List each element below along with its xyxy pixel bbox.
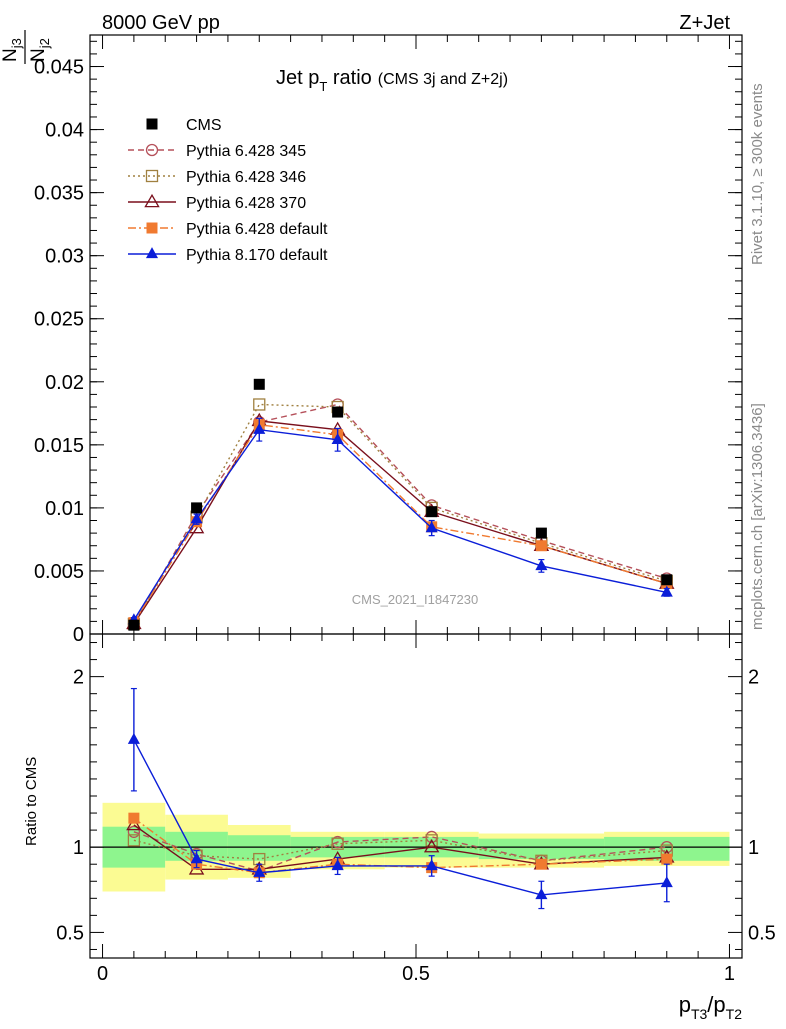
main-panel: 0 0.005 0.01 0.015 0.02 0.025 0.03 0.035 0.04 0.0… <box>34 34 743 646</box>
y-tick-label: 0.04 <box>45 120 84 142</box>
data-point <box>128 812 140 824</box>
data-point <box>253 865 266 877</box>
legend-label: Pythia 6.428 370 <box>186 195 306 212</box>
ratio-panel: 0.5 0.5 1 1 2 2 0 0.5 1 <box>56 633 776 985</box>
legend-entry-cms: CMS <box>146 117 222 134</box>
data-point <box>253 378 265 390</box>
legend-label: Pythia 6.428 default <box>186 221 328 238</box>
data-point <box>660 585 673 597</box>
data-point <box>535 858 547 870</box>
legend-label: Pythia 6.428 346 <box>186 169 306 186</box>
legend-entry-pythia-8-170-default: Pythia 8.170 default <box>128 247 328 264</box>
legend-label: Pythia 6.428 345 <box>186 143 306 160</box>
x-axis-label: pT3/pT2 <box>679 992 743 1022</box>
data-point <box>127 732 140 744</box>
analysis-watermark: CMS_2021_I1847230 <box>352 592 479 607</box>
y-tick-label: 0.01 <box>45 498 84 520</box>
main-y-label: Nj3 Nj2 <box>0 30 52 64</box>
side-rivet-label: Rivet 3.1.10, ≥ 300k events <box>749 83 766 265</box>
data-point <box>426 506 438 518</box>
y-tick-label: 0.025 <box>34 309 84 331</box>
data-point <box>423 839 440 853</box>
legend: CMS Pythia 6.428 345 Pythia 6.428 346 Pythi… <box>128 117 328 264</box>
data-point <box>661 853 673 865</box>
legend-marker <box>144 193 160 208</box>
legend-entry-pythia-6-428-345: Pythia 6.428 345 <box>128 143 306 160</box>
legend-label: Pythia 8.170 default <box>186 247 328 264</box>
data-point <box>127 834 141 847</box>
y-tick-label: 0 <box>73 624 84 646</box>
series-pythia-8-170-default <box>127 687 673 910</box>
y-tick-label: 0.02 <box>45 372 84 394</box>
panel-frame <box>89 633 743 959</box>
data-point <box>126 816 142 831</box>
y-tick-label: 0.035 <box>34 183 84 205</box>
x-tick-label: 0.5 <box>402 963 430 985</box>
legend-marker <box>146 222 158 234</box>
data-point <box>661 574 673 586</box>
legend-marker <box>146 118 158 130</box>
data-point <box>425 859 438 871</box>
data-point <box>331 432 344 444</box>
y-tick-label: 0.045 <box>34 57 84 79</box>
y-tick-label-right: 2 <box>748 667 759 689</box>
main-title: Jet pT ratio (CMS 3j and Z+2j) <box>276 67 508 94</box>
inner-uncertainty-band <box>604 836 730 861</box>
y-tick-label: 0.015 <box>34 435 84 457</box>
y-tick-label-right: 1 <box>748 837 759 859</box>
legend-marker <box>145 247 159 259</box>
ratio-y-label: Ratio to CMS <box>23 757 40 846</box>
x-tick-label: 0 <box>97 963 108 985</box>
header-right: Z+Jet <box>679 12 730 34</box>
data-point <box>535 559 548 571</box>
data-point <box>190 512 203 524</box>
data-point <box>425 834 438 847</box>
inner-uncertainty-band <box>478 838 605 860</box>
series-line <box>133 403 667 625</box>
data-point <box>535 888 548 900</box>
y-tick-label: 0.03 <box>45 246 84 268</box>
y-tick-label: 0.5 <box>56 922 84 944</box>
data-point <box>253 422 266 434</box>
data-point <box>128 619 140 631</box>
data-point <box>190 852 203 864</box>
data-point <box>127 825 141 838</box>
side-mcplots-label: mcplots.cern.ch [arXiv:1306.3436] <box>749 403 766 630</box>
legend-entry-pythia-6-428-default: Pythia 6.428 default <box>128 221 328 238</box>
inner-uncertainty-band <box>227 835 291 861</box>
data-point <box>332 406 344 418</box>
ylabel-numerator: Nj3 <box>0 38 24 62</box>
y-tick-label: 2 <box>73 667 84 689</box>
y-tick-label: 1 <box>73 837 84 859</box>
data-point <box>535 527 547 539</box>
data-point <box>331 837 344 850</box>
legend-marker <box>145 143 159 157</box>
series-cms-data <box>128 378 673 631</box>
data-point <box>331 859 344 871</box>
data-point <box>425 521 438 533</box>
data-point <box>191 502 203 514</box>
legend-marker <box>145 169 159 183</box>
legend-label: CMS <box>186 117 222 134</box>
series-line <box>133 403 667 625</box>
ylabel-denominator: Nj2 <box>28 38 52 62</box>
data-point <box>660 876 673 888</box>
legend-entry-pythia-6-428-370: Pythia 6.428 370 <box>128 193 306 212</box>
y-tick-label-right: 0.5 <box>748 922 776 944</box>
data-point <box>253 398 266 411</box>
legend-entry-pythia-6-428-346: Pythia 6.428 346 <box>128 169 306 186</box>
data-point <box>535 540 547 552</box>
y-tick-label: 0.005 <box>34 561 84 583</box>
header-left: 8000 GeV pp <box>102 12 220 34</box>
x-tick-label: 1 <box>724 963 735 985</box>
